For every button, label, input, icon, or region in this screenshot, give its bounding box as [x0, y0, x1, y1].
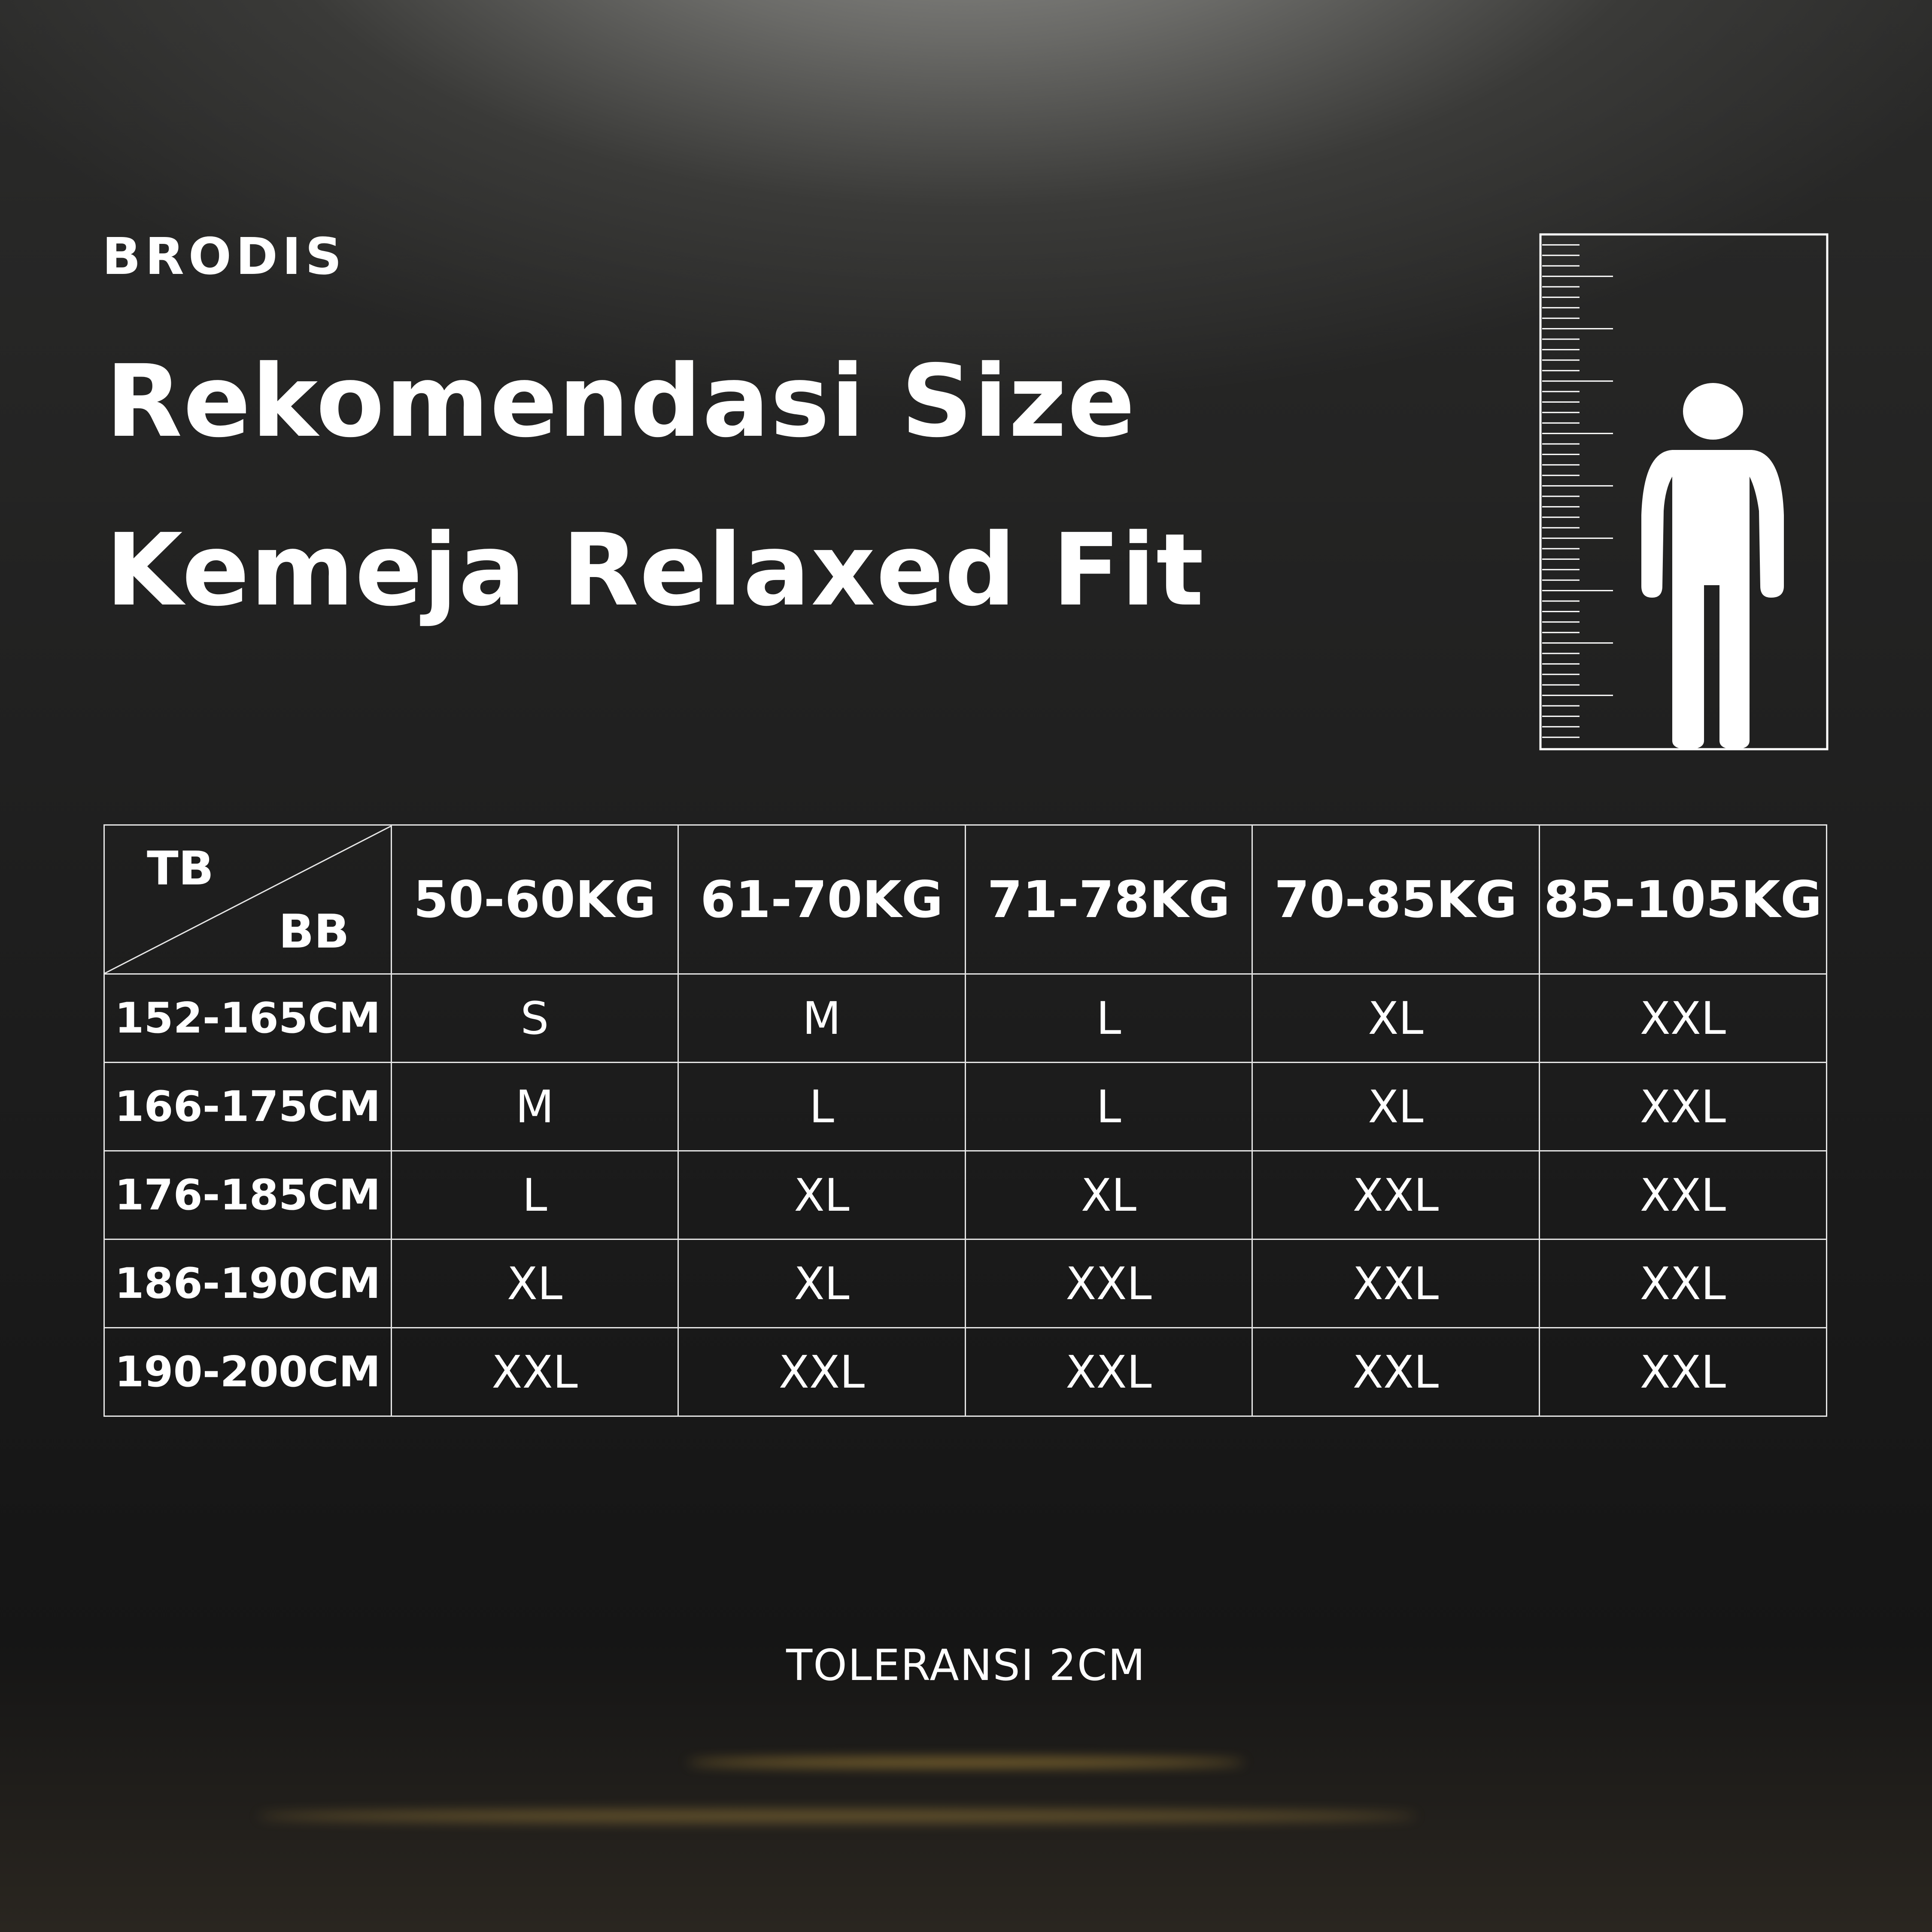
column-header: 50-60KG	[390, 824, 679, 975]
table-row: 152-165CM S M L XL XXL	[103, 973, 1828, 1063]
size-cell: L	[964, 973, 1253, 1063]
size-cell: XXL	[1252, 1327, 1540, 1417]
table-row: 166-175CM M L L XL XXL	[103, 1062, 1828, 1151]
page-title-line1: Rekomendasi Size	[106, 343, 1136, 459]
size-cell: XXL	[1538, 1239, 1828, 1328]
table-header-row: TB BB 50-60KG 61-70KG 71-78KG 70-85KG 85…	[103, 824, 1828, 975]
height-label: TB	[147, 842, 214, 896]
size-cell: XL	[677, 1150, 966, 1240]
size-cell: XXL	[964, 1327, 1253, 1417]
size-cell: XXL	[1538, 1327, 1828, 1417]
size-cell: XL	[677, 1239, 966, 1328]
row-header: 152-165CM	[103, 973, 392, 1063]
size-chart-table: TB BB 50-60KG 61-70KG 71-78KG 70-85KG 85…	[103, 824, 1828, 1417]
table-row: 190-200CM XXL XXL XXL XXL XXL	[103, 1327, 1828, 1417]
size-cell: XXL	[1538, 1062, 1828, 1151]
diagonal-divider	[105, 826, 392, 973]
size-cell: L	[390, 1150, 679, 1240]
size-cell: M	[390, 1062, 679, 1151]
tolerance-note: TOLERANSI 2CM	[786, 1640, 1146, 1690]
size-cell: XXL	[964, 1239, 1253, 1328]
row-header: 176-185CM	[103, 1150, 392, 1240]
size-cell: XL	[390, 1239, 679, 1328]
size-cell: L	[964, 1062, 1253, 1151]
size-cell: XXL	[1538, 973, 1828, 1063]
weight-label: BB	[279, 905, 349, 959]
person-height-ruler-icon	[1539, 233, 1829, 750]
size-cell: XXL	[1252, 1239, 1540, 1328]
table-row: 176-185CM L XL XL XXL XXL	[103, 1150, 1828, 1240]
corner-cell: TB BB	[103, 824, 392, 975]
person-icon	[1641, 383, 1784, 749]
column-header: 61-70KG	[677, 824, 966, 975]
size-cell: XL	[1252, 973, 1540, 1063]
size-cell: XL	[1252, 1062, 1540, 1151]
brand-logo: BRODIS	[102, 227, 346, 286]
size-cell: XXL	[390, 1327, 679, 1417]
column-header: 71-78KG	[964, 824, 1253, 975]
ruler-ticks	[1542, 244, 1613, 738]
ruler-frame	[1539, 233, 1829, 750]
page-title-line2: Kemeja Relaxed Fit	[106, 512, 1205, 628]
size-cell: S	[390, 973, 679, 1063]
table-row: 186-190CM XL XL XXL XXL XXL	[103, 1239, 1828, 1328]
size-cell: M	[677, 973, 966, 1063]
row-header: 190-200CM	[103, 1327, 392, 1417]
column-header: 85-105KG	[1538, 824, 1828, 975]
gold-glow	[687, 1758, 1245, 1767]
gold-glow	[258, 1810, 1417, 1823]
row-header: 166-175CM	[103, 1062, 392, 1151]
row-header: 186-190CM	[103, 1239, 392, 1328]
size-cell: XXL	[1252, 1150, 1540, 1240]
column-header: 70-85KG	[1252, 824, 1540, 975]
size-cell: XXL	[677, 1327, 966, 1417]
size-cell: L	[677, 1062, 966, 1151]
size-cell: XXL	[1538, 1150, 1828, 1240]
size-cell: XL	[964, 1150, 1253, 1240]
